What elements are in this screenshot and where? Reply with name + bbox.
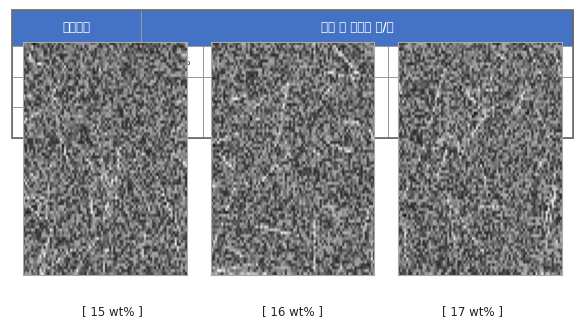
Text: 토출량: 토출량 (35, 118, 53, 128)
FancyBboxPatch shape (76, 77, 141, 107)
FancyBboxPatch shape (388, 46, 450, 77)
FancyBboxPatch shape (12, 46, 76, 77)
FancyBboxPatch shape (141, 77, 202, 138)
Text: 15 cm: 15 cm (92, 87, 125, 97)
FancyBboxPatch shape (202, 46, 264, 77)
FancyBboxPatch shape (141, 46, 202, 77)
Text: X: X (539, 102, 546, 112)
Text: O: O (477, 102, 484, 112)
Text: X (분사): X (분사) (157, 102, 186, 112)
Text: X (분사): X (분사) (219, 102, 248, 112)
FancyBboxPatch shape (264, 77, 326, 138)
Text: 방사조건: 방사조건 (62, 21, 90, 35)
Text: 30 μL/min: 30 μL/min (82, 118, 135, 128)
Text: 18 wt%: 18 wt% (524, 57, 560, 67)
Text: 12.0 kV: 12.0 kV (89, 57, 128, 67)
FancyBboxPatch shape (450, 46, 511, 77)
Text: X (분사): X (분사) (281, 102, 310, 112)
FancyBboxPatch shape (76, 46, 141, 77)
Text: [ 15 wt% ]: [ 15 wt% ] (82, 305, 143, 318)
FancyBboxPatch shape (202, 77, 264, 138)
Text: [ 17 wt% ]: [ 17 wt% ] (442, 305, 503, 318)
FancyBboxPatch shape (141, 10, 573, 46)
FancyBboxPatch shape (326, 46, 388, 77)
FancyBboxPatch shape (511, 46, 573, 77)
FancyBboxPatch shape (12, 10, 141, 46)
Text: 16 wt%: 16 wt% (401, 57, 437, 67)
FancyBboxPatch shape (450, 77, 511, 138)
Text: 17 wt%: 17 wt% (462, 57, 499, 67)
Text: 14 wt%: 14 wt% (277, 57, 314, 67)
FancyBboxPatch shape (76, 107, 141, 138)
Text: O: O (353, 102, 361, 112)
FancyBboxPatch shape (264, 46, 326, 77)
FancyBboxPatch shape (511, 77, 573, 138)
Text: 15 wt%: 15 wt% (339, 57, 376, 67)
Text: 방사거리: 방사거리 (32, 87, 57, 97)
Text: 12 wt%: 12 wt% (153, 57, 190, 67)
FancyBboxPatch shape (326, 77, 388, 138)
Text: 방사 시 섬유화 유/무: 방사 시 섬유화 유/무 (321, 21, 393, 35)
FancyBboxPatch shape (12, 77, 76, 107)
Text: O: O (415, 102, 423, 112)
FancyBboxPatch shape (388, 77, 450, 138)
Text: 13 wt%: 13 wt% (215, 57, 252, 67)
Text: [ 16 wt% ]: [ 16 wt% ] (262, 305, 323, 318)
Text: 방사전압: 방사전압 (32, 57, 57, 67)
FancyBboxPatch shape (12, 107, 76, 138)
